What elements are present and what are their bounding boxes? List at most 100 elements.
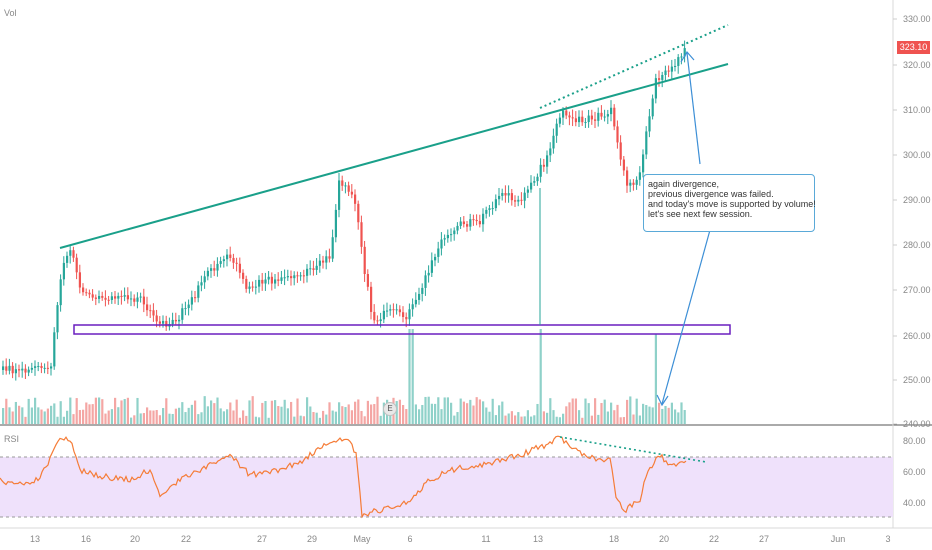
candle-body [482,213,485,225]
candle-body [280,277,283,281]
volume-bar [8,407,11,424]
candle-body [290,276,293,279]
volume-bar [421,404,424,424]
candle-body [379,319,382,322]
candle-body [466,224,469,227]
volume-bar [482,401,485,424]
candle-body [293,275,296,279]
volume-bar [626,399,629,424]
annotation-line-4: let's see next few session. [648,209,753,219]
candle-body [430,260,433,273]
candle-body [133,298,136,302]
volume-bar [434,403,437,424]
volume-bar [648,406,651,424]
candle-body [472,219,475,221]
volume-bar [120,400,123,424]
arrow-to-volume[interactable] [661,229,711,405]
candle-body [114,296,117,299]
volume-bar [117,407,120,424]
volume-bar [613,410,616,424]
arrow-to-price[interactable] [686,52,701,165]
candle-body [338,180,341,210]
time-tick-label: 16 [81,534,91,544]
candle-body [354,194,357,204]
candle-body [443,238,446,240]
annotation-line-2: previous divergence was failed. [648,189,774,199]
candle-body [546,155,549,167]
volume-bar [443,397,446,424]
candle-body [382,310,385,320]
volume-bar [629,396,632,424]
volume-bar [194,400,197,424]
candle-body [302,275,305,277]
volume-bar [286,408,289,424]
candle-body [123,295,126,297]
candle-body [600,112,603,117]
candle-body [405,317,408,320]
candle-body [24,368,27,373]
candle-body [498,195,501,200]
candle-body [181,308,184,320]
candle-body [50,366,53,369]
candle-body [126,295,129,300]
volume-bar [539,329,542,424]
volume-bar [62,416,65,424]
candle-body [552,135,555,149]
candle-body [210,268,213,271]
volume-bar [366,400,369,424]
volume-bar [43,411,46,424]
candle-body [248,286,251,289]
trendline-dotted-upper[interactable] [539,24,729,109]
candle-body [66,255,69,263]
volume-bar [206,406,209,424]
volume-bar [491,398,494,424]
rsi-tick-label: 40.00 [903,498,926,508]
volume-bar [50,405,53,424]
candle-body [661,75,664,80]
candle-body [574,118,577,123]
candle-body [315,265,318,270]
candle-body [187,304,190,309]
candle-body [542,164,545,167]
volume-bar [571,398,574,424]
candle-body [136,297,139,302]
annotation-note[interactable]: again divergence, previous divergence wa… [643,174,816,232]
candle-body [520,199,523,201]
volume-bar [450,402,453,424]
volume-bar [354,401,357,424]
volume-bar [46,408,49,424]
volume-bar [114,397,117,424]
volume-bar [261,402,264,424]
earnings-marker[interactable]: E [383,402,397,416]
volume-bar [283,399,286,424]
support-box[interactable] [73,324,731,335]
volume-bar [75,398,78,424]
volume-bar [104,413,107,424]
volume-bar [133,415,136,424]
candle-body [638,172,641,180]
volume-bar [219,408,222,424]
candle-body [107,299,110,301]
volume-bar [370,404,373,424]
candle-body [536,176,539,182]
candle-body [363,246,366,275]
volume-bar [21,407,24,424]
annotation-line-1: again divergence, [648,179,720,189]
candle-body [27,369,30,373]
volume-bar [248,400,251,424]
trendline-resistance[interactable] [59,63,729,249]
volume-bar [78,410,81,424]
volume-bar [523,416,526,424]
candle-body [494,199,497,209]
candle-body [373,311,376,321]
candle-body [331,237,334,259]
volume-bar [600,403,603,424]
candle-body [158,321,161,324]
price-tick-label: 330.00 [903,14,931,24]
time-tick-label: May [353,534,371,544]
candle-body [581,116,584,123]
volume-bar [514,415,517,424]
price-tick-label: 250.00 [903,375,931,385]
candle-body [325,256,328,263]
